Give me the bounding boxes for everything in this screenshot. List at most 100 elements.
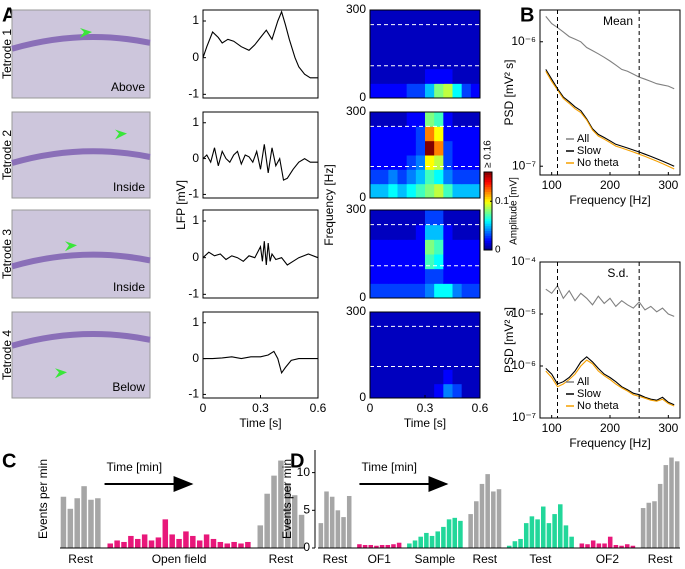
heatmap-cell [379, 224, 389, 240]
heatmap-cell [370, 140, 380, 156]
y-axis-label: PSD [mV² s] [502, 59, 516, 125]
psd-line [545, 356, 675, 406]
bar [291, 495, 298, 548]
heatmap-cell [470, 10, 481, 26]
group-label: Rest [323, 552, 348, 566]
heatmap-cell [397, 210, 408, 226]
annotation: Time [min] [107, 460, 163, 474]
heatmap-cell [379, 268, 389, 284]
heatmap-cell [470, 326, 481, 342]
heatmap-cell [415, 169, 426, 185]
colorbar-strip [484, 242, 492, 246]
y-tick-label: 0 [359, 190, 366, 204]
x-tick-label: 300 [658, 421, 678, 435]
bar [590, 540, 596, 548]
y-tick-label: -1 [188, 387, 199, 401]
psd-line [545, 70, 675, 170]
heatmap-cell [415, 369, 426, 385]
heatmap-cell [397, 54, 408, 70]
heatmap-cell [470, 224, 481, 240]
heatmap-cell [406, 326, 417, 342]
heatmap-cell [461, 155, 472, 170]
heatmap-cell [470, 369, 481, 385]
colorbar-strip [484, 211, 492, 214]
heatmap-cell [425, 224, 435, 240]
heatmap-cell [452, 355, 463, 370]
x-tick-label: 0.3 [252, 401, 269, 415]
bar [540, 506, 546, 548]
heatmap-cell [425, 155, 435, 170]
heatmap-cell [434, 83, 444, 99]
arrow-marker [80, 28, 92, 38]
heatmap-cell [397, 68, 408, 84]
heatmap-cell [461, 54, 472, 70]
colorbar-strip [484, 245, 492, 249]
heatmap-cell [461, 68, 472, 84]
heatmap-cell [370, 183, 380, 199]
bar [640, 508, 646, 548]
heatmap-cell [370, 210, 380, 226]
bar [669, 457, 674, 548]
heatmap-cell [370, 224, 380, 240]
heatmap-cell [379, 355, 389, 370]
heatmap-cell [397, 326, 408, 342]
heatmap-cell [388, 169, 398, 185]
colorbar-strip [484, 179, 492, 183]
heatmap-cell [370, 283, 380, 299]
heatmap-cell [452, 169, 463, 185]
heatmap-cell [470, 268, 481, 284]
tetrode-label: Tetrode 2 [0, 130, 14, 180]
bar [264, 493, 270, 548]
heatmap-cell [470, 169, 481, 185]
heatmap-cell [425, 239, 435, 255]
bar [479, 483, 485, 548]
heatmap-cell [452, 254, 463, 270]
bar [148, 540, 155, 548]
heatmap-cell [425, 312, 435, 327]
heatmap-cell [443, 39, 453, 55]
heatmap-cell [461, 140, 472, 156]
heatmap-cell [406, 312, 417, 327]
y-tick-label: 0 [192, 351, 199, 365]
bar [238, 543, 244, 548]
heatmap-cell [452, 340, 463, 356]
bar [523, 523, 529, 548]
colorbar-strip [484, 218, 492, 222]
heatmap-cell [370, 383, 380, 399]
bar [60, 496, 67, 548]
heatmap-cell [370, 326, 380, 342]
bar [88, 499, 94, 548]
panel-annotation: Mean [603, 14, 633, 28]
heatmap-cell [406, 340, 417, 356]
bar [674, 461, 680, 548]
heatmap-cell [461, 326, 472, 342]
heatmap-cell [379, 83, 389, 99]
heatmap-cell [370, 24, 380, 40]
bar [496, 489, 502, 548]
heatmap-cell [452, 268, 463, 284]
tetrode-label: Tetrode 4 [0, 330, 14, 380]
y-tick-label: 10⁻⁷ [512, 410, 536, 424]
y-tick-label: 0 [192, 151, 199, 165]
heatmap-cell [379, 254, 389, 270]
heatmap-cell [461, 239, 472, 255]
heatmap-cell [452, 10, 463, 26]
plot-frame [539, 9, 681, 176]
heatmap-cell [434, 140, 444, 156]
bar [474, 501, 479, 548]
heatmap-cell [415, 183, 426, 199]
bar [546, 523, 552, 548]
heatmap-cell [425, 355, 435, 370]
colorbar-strip [484, 232, 492, 236]
heatmap-cell [452, 112, 463, 127]
heatmap-cell [388, 112, 398, 127]
bar [552, 514, 557, 548]
heatmap-cell [425, 268, 435, 284]
colorbar-strip [484, 208, 492, 212]
bar [335, 510, 341, 548]
bar [468, 514, 473, 548]
heatmap-cell [406, 169, 417, 185]
heatmap-cell [452, 155, 463, 170]
heatmap-cell [379, 312, 389, 327]
y-tick-label: 10⁻⁶ [511, 358, 536, 372]
